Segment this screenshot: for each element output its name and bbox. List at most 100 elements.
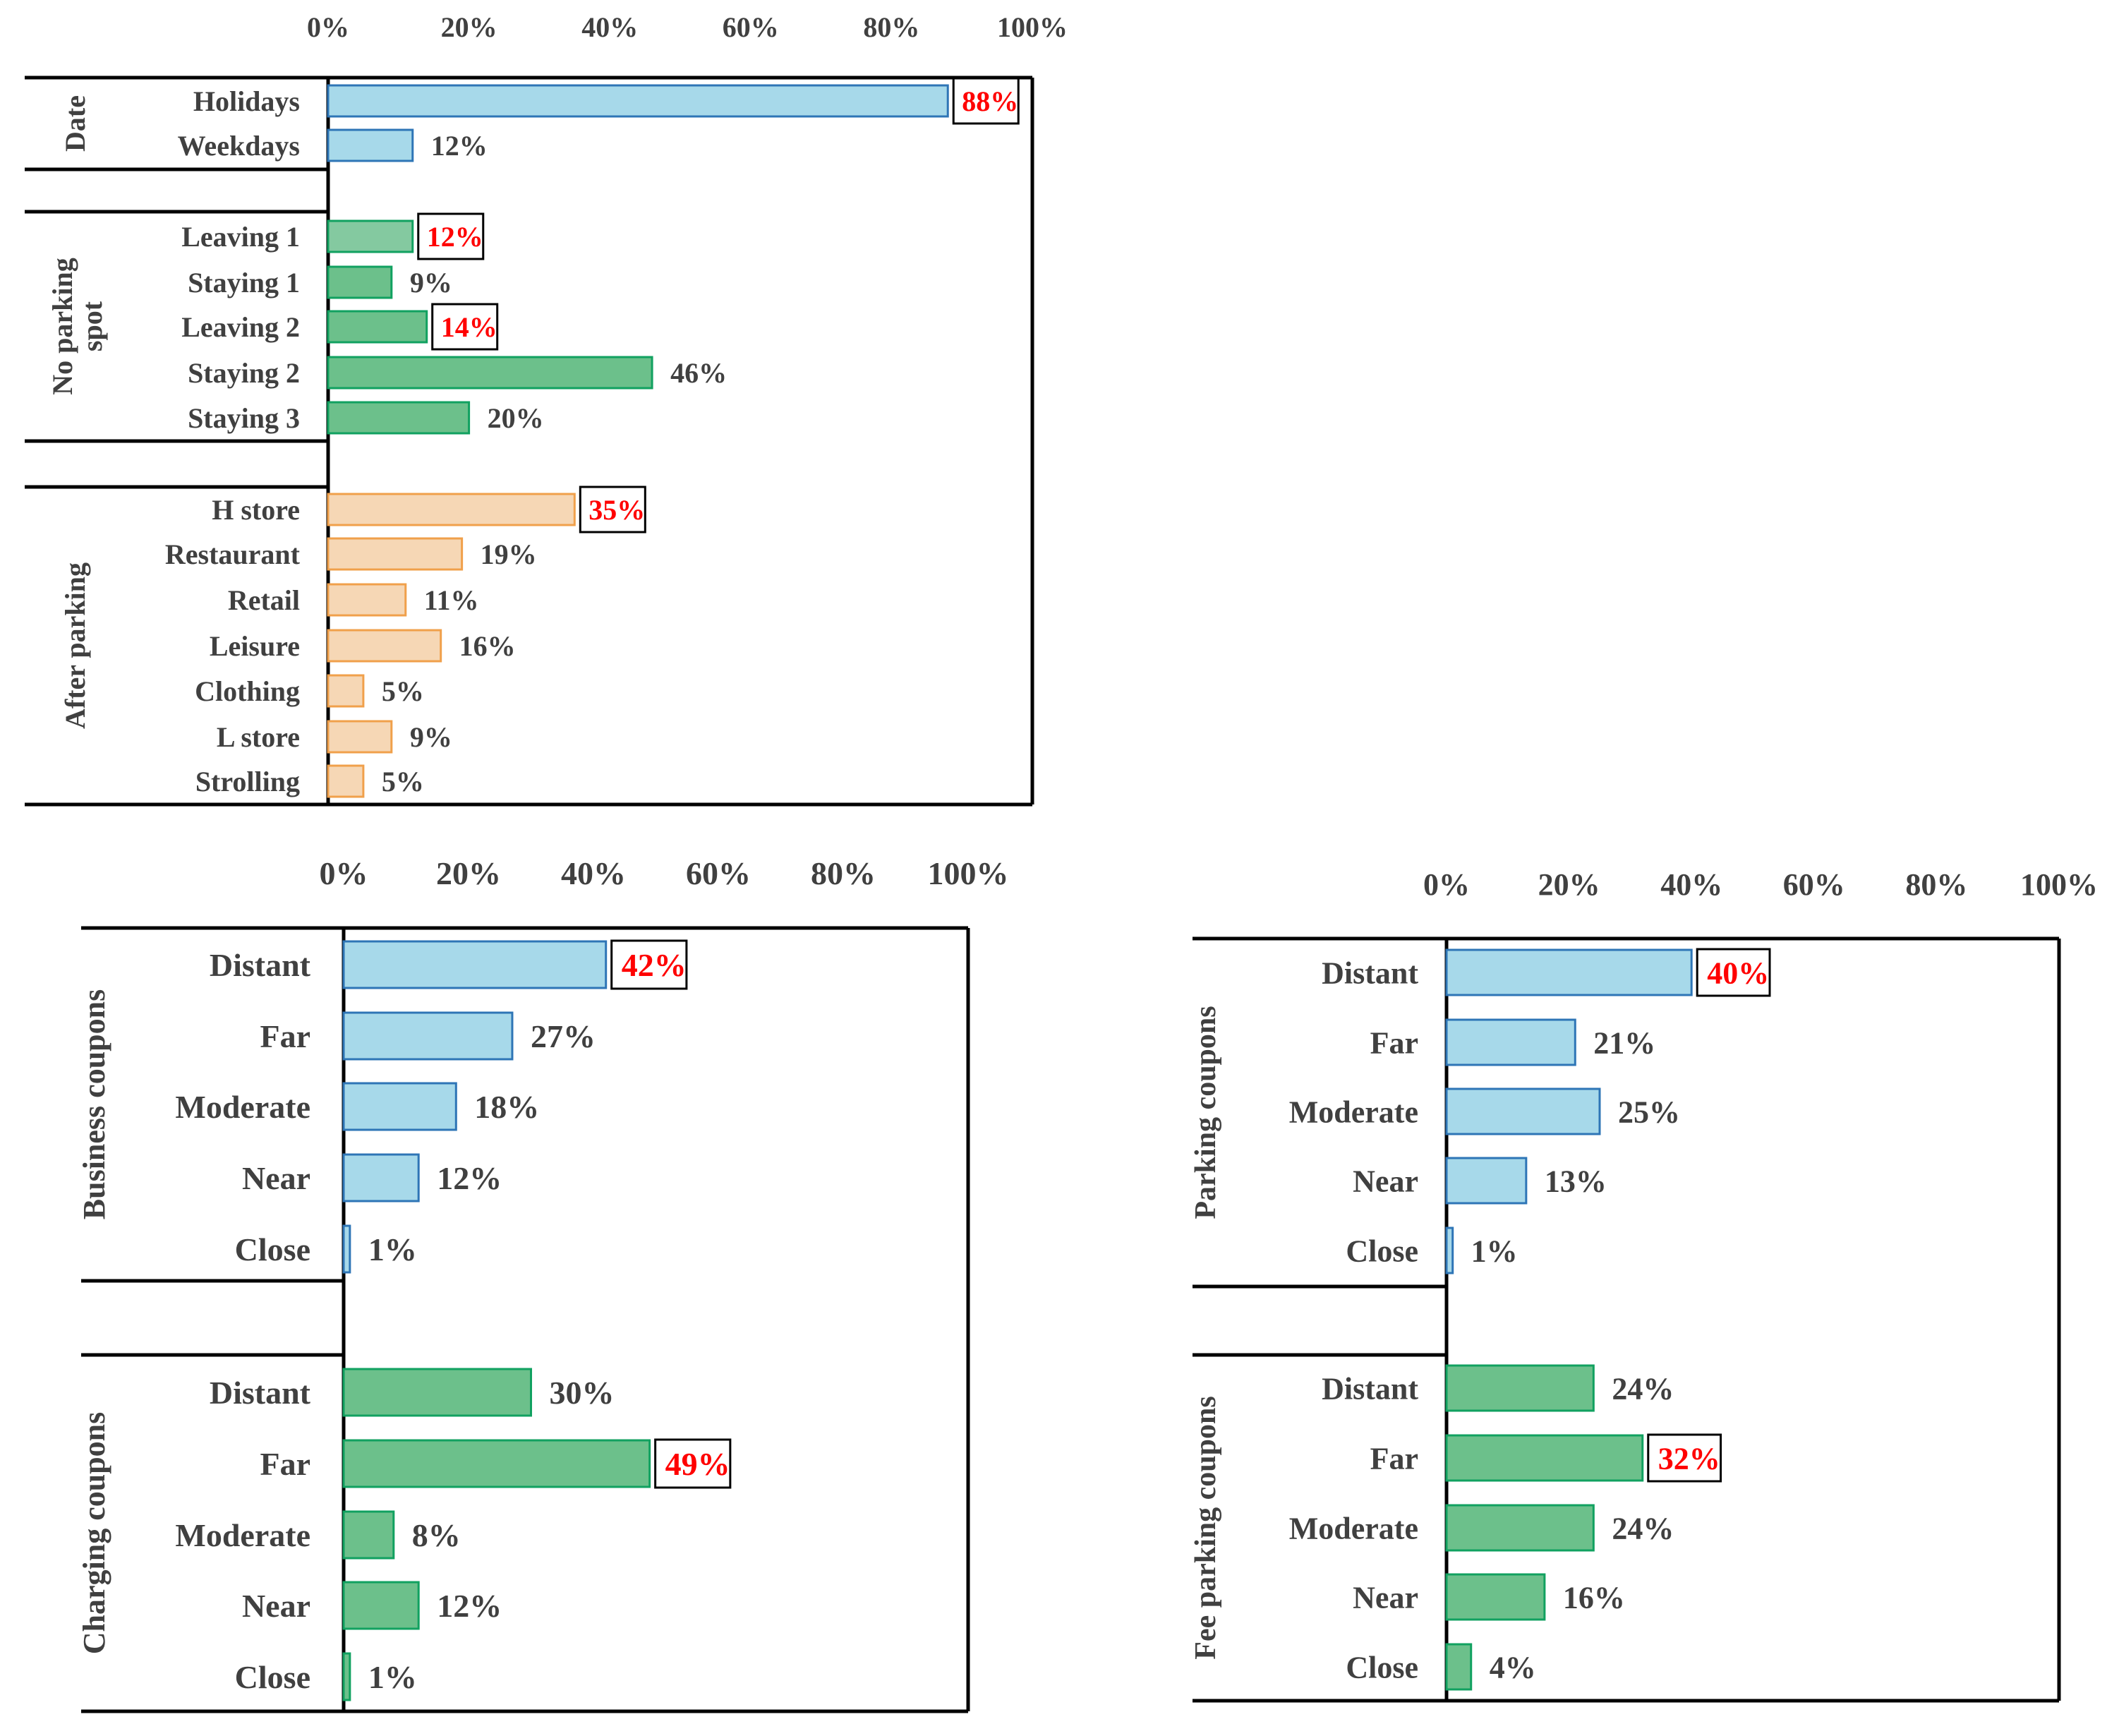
value-label: 9% <box>410 267 452 299</box>
bar <box>1445 1018 1576 1066</box>
category-label: Leaving 1 <box>181 221 300 253</box>
value-label: 40% <box>1707 956 1769 990</box>
bar <box>327 720 393 754</box>
value-label: 49% <box>665 1446 730 1482</box>
category-label: Near <box>242 1160 310 1196</box>
value-label: 12% <box>431 130 488 162</box>
bar <box>327 764 365 798</box>
category-label: Leaving 2 <box>181 311 300 343</box>
highlight-box <box>952 77 1020 125</box>
category-label: Far <box>1370 1025 1418 1060</box>
bar <box>342 1652 351 1701</box>
chart-top-left: 0% 20% 40% 60% 80% 100% Date Holidays 88% Weekday… <box>25 11 1068 807</box>
category-label: Close <box>235 1659 310 1695</box>
value-label: 42% <box>622 947 687 983</box>
category-label: Distant <box>210 947 311 983</box>
category-label: Far <box>1370 1441 1418 1476</box>
x-tick-label: 100% <box>2020 867 2098 902</box>
x-tick-label: 20% <box>1538 867 1600 902</box>
bar <box>327 128 414 162</box>
bar <box>342 1510 395 1560</box>
value-label: 30% <box>550 1375 615 1411</box>
bar <box>342 1082 457 1131</box>
group-label: After parking <box>59 562 91 729</box>
x-tick-label: 20% <box>436 855 501 891</box>
category-label: Staying 3 <box>188 402 300 434</box>
highlight-box <box>579 486 646 534</box>
value-label: 8% <box>412 1517 461 1553</box>
category-label: Near <box>1353 1164 1418 1198</box>
bar <box>327 537 464 571</box>
value-label: 11% <box>424 584 479 616</box>
category-label: H store <box>212 494 300 526</box>
value-label: 16% <box>1563 1580 1625 1615</box>
value-label: 14% <box>441 311 497 343</box>
x-tick-label: 60% <box>1783 867 1845 902</box>
value-label: 1% <box>1471 1234 1518 1268</box>
bar <box>342 1439 651 1488</box>
category-label: Weekdays <box>178 130 300 162</box>
bar <box>1445 1643 1473 1691</box>
value-label: 5% <box>382 675 424 707</box>
highlight-box <box>431 303 499 351</box>
bar <box>327 401 471 435</box>
category-label: Distant <box>210 1375 311 1411</box>
category-label: L store <box>217 721 300 753</box>
bar <box>342 940 608 989</box>
x-tick-label: 80% <box>1905 867 1967 902</box>
chart-bottom-left: 0% 20% 40% 60% 80% 100% Business coupons Distan… <box>77 855 1009 1713</box>
x-tick-label: 100% <box>928 855 1009 891</box>
x-tick-label: 60% <box>686 855 751 891</box>
category-label: Holidays <box>193 85 300 117</box>
category-label: Strolling <box>195 766 300 797</box>
category-label: Near <box>242 1588 310 1624</box>
bar <box>342 1581 420 1630</box>
bar <box>1445 1504 1595 1552</box>
value-label: 18% <box>474 1089 539 1125</box>
category-label: Staying 2 <box>188 357 300 389</box>
bar <box>342 1368 532 1417</box>
x-tick-label: 80% <box>811 855 876 891</box>
value-label: 25% <box>1618 1095 1680 1129</box>
bar <box>327 84 949 118</box>
value-label: 24% <box>1612 1371 1674 1406</box>
category-label: Close <box>235 1231 310 1267</box>
category-label: Far <box>260 1018 310 1054</box>
bar <box>327 674 365 708</box>
group-label: Business coupons <box>77 989 111 1219</box>
x-tick-label: 0% <box>1423 867 1470 902</box>
value-label: 88% <box>962 85 1018 117</box>
highlight-box <box>417 212 485 260</box>
highlight-box <box>1647 1433 1722 1483</box>
value-label: 9% <box>410 721 452 753</box>
x-tick-label: 80% <box>863 11 919 43</box>
category-label: Moderate <box>175 1517 310 1553</box>
x-tick-label: 0% <box>320 855 368 891</box>
bar <box>327 583 407 617</box>
highlight-box <box>1696 948 1771 997</box>
x-tick-label: 40% <box>581 11 638 43</box>
bar <box>1445 1364 1595 1412</box>
x-tick-label: 40% <box>561 855 626 891</box>
value-label: 20% <box>488 402 544 434</box>
value-label: 12% <box>437 1160 502 1196</box>
value-label: 1% <box>368 1659 417 1695</box>
group-label: Fee parking coupons <box>1190 1396 1222 1659</box>
category-label: Far <box>260 1446 310 1482</box>
category-label: Moderate <box>1289 1095 1418 1129</box>
value-label: 12% <box>427 221 483 253</box>
bar <box>342 1153 420 1202</box>
value-label: 32% <box>1658 1441 1720 1476</box>
x-tick-label: 0% <box>307 11 349 43</box>
chart-bottom-right: 0% 20% 40% 60% 80% 100% Parking coupons Distant… <box>1190 867 2098 1703</box>
category-label: Distant <box>1322 1371 1418 1406</box>
group-label: Parking coupons <box>1190 1006 1222 1219</box>
category-label: Distant <box>1322 956 1418 990</box>
x-tick-label: 100% <box>997 11 1068 43</box>
bar <box>327 629 442 663</box>
bar <box>327 356 653 390</box>
category-label: Close <box>1346 1650 1418 1684</box>
x-tick-label: 20% <box>441 11 497 43</box>
value-label: 24% <box>1612 1511 1674 1545</box>
bar <box>1445 1157 1528 1205</box>
